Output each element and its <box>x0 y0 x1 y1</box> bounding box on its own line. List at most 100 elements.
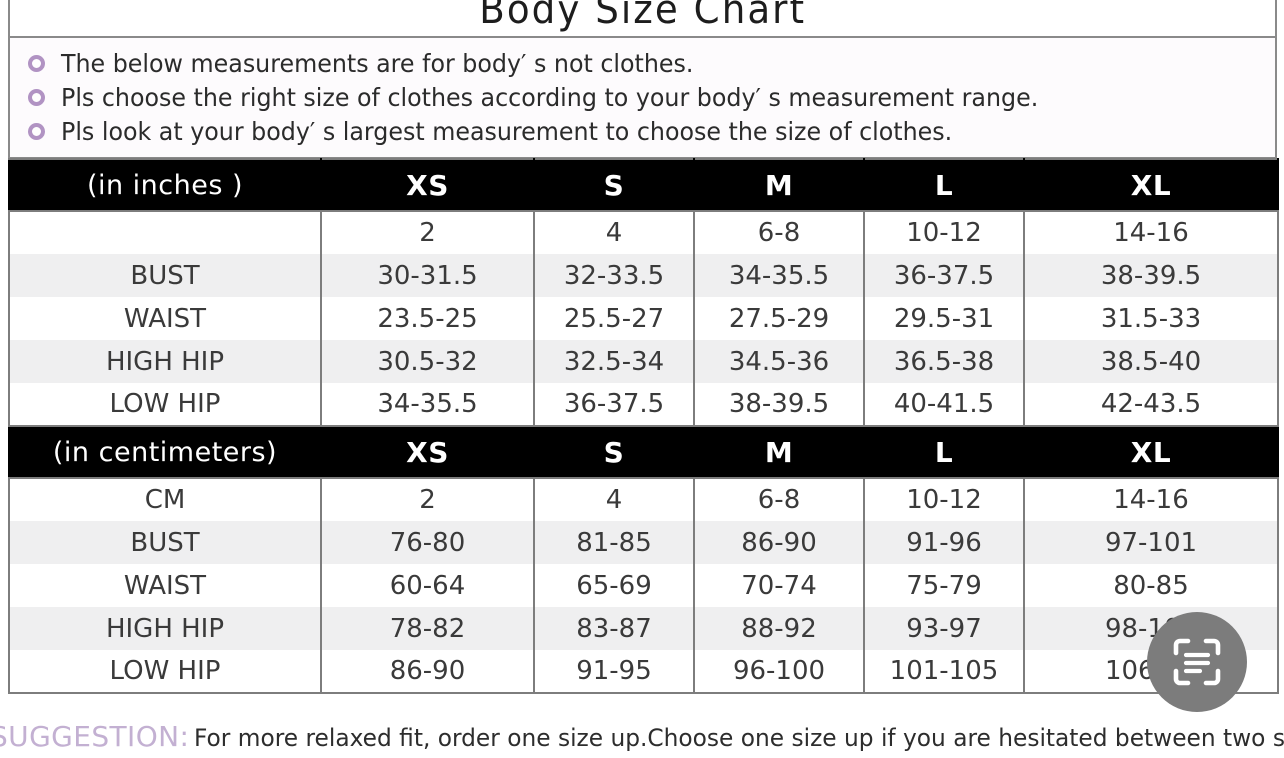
row-label <box>8 211 322 254</box>
column-header-m: M <box>693 158 865 212</box>
cell: 81-85 <box>533 521 695 564</box>
cell: 91-95 <box>533 650 695 694</box>
column-header-xl: XL <box>1023 158 1279 212</box>
cell: 75-79 <box>863 564 1025 607</box>
circle-bullet-icon <box>28 88 45 106</box>
cell: 38-39.5 <box>693 383 865 426</box>
cell: 88-92 <box>693 607 865 650</box>
cell: 34.5-36 <box>693 340 865 383</box>
circle-bullet-icon <box>28 122 45 140</box>
cell: 93-97 <box>863 607 1025 650</box>
cell: 86-90 <box>693 521 865 564</box>
column-header-l: L <box>863 425 1025 479</box>
table-row: HIGH HIP 78-82 83-87 88-92 93-97 98-102 <box>8 607 1279 650</box>
row-label: BUST <box>8 254 322 297</box>
cell: 42-43.5 <box>1023 383 1279 426</box>
cell: 34-35.5 <box>693 254 865 297</box>
cell: 31.5-33 <box>1023 297 1279 340</box>
cell: 2 <box>320 211 535 254</box>
cell: 36.5-38 <box>863 340 1025 383</box>
cell: 38.5-40 <box>1023 340 1279 383</box>
row-label: WAIST <box>8 297 322 340</box>
column-header-s: S <box>533 158 695 212</box>
suggestion-text: For more relaxed fit, order one size up.… <box>193 724 1284 752</box>
column-header-xs: XS <box>320 425 535 479</box>
note-text: The below measurements are for body′ s n… <box>61 48 694 78</box>
table-row: LOW HIP 86-90 91-95 96-100 101-105 106-1… <box>8 650 1279 694</box>
cell: 83-87 <box>533 607 695 650</box>
column-header-m: M <box>693 425 865 479</box>
cell: 10-12 <box>863 478 1025 521</box>
note-item: Pls choose the right size of clothes acc… <box>28 80 1275 114</box>
cell: 25.5-27 <box>533 297 695 340</box>
cell: 32-33.5 <box>533 254 695 297</box>
row-label: LOW HIP <box>8 383 322 426</box>
cell: 65-69 <box>533 564 695 607</box>
cell: 78-82 <box>320 607 535 650</box>
column-header-xs: XS <box>320 158 535 212</box>
cell: 97-101 <box>1023 521 1279 564</box>
cell: 14-16 <box>1023 478 1279 521</box>
scan-text-button[interactable] <box>1147 612 1247 712</box>
cell: 34-35.5 <box>320 383 535 426</box>
column-header-l: L <box>863 158 1025 212</box>
cell: 4 <box>533 211 695 254</box>
table-row: CM 2 4 6-8 10-12 14-16 <box>8 478 1279 521</box>
note-text: Pls look at your body′ s largest measure… <box>61 116 953 146</box>
table-row: HIGH HIP 30.5-32 32.5-34 34.5-36 36.5-38… <box>8 340 1279 383</box>
cell: 4 <box>533 478 695 521</box>
cell: 30.5-32 <box>320 340 535 383</box>
cell: 91-96 <box>863 521 1025 564</box>
row-label: LOW HIP <box>8 650 322 694</box>
unit-header-inches: (in inches ) <box>8 158 322 212</box>
table-row: 2 4 6-8 10-12 14-16 <box>8 211 1279 254</box>
cell: 70-74 <box>693 564 865 607</box>
cell: 6-8 <box>693 211 865 254</box>
table-row: WAIST 60-64 65-69 70-74 75-79 80-85 <box>8 564 1279 607</box>
note-item: The below measurements are for body′ s n… <box>28 46 1275 80</box>
note-item: Pls look at your body′ s largest measure… <box>28 114 1275 148</box>
circle-bullet-icon <box>28 54 45 72</box>
cell: 80-85 <box>1023 564 1279 607</box>
row-label: HIGH HIP <box>8 607 322 650</box>
cell: 36-37.5 <box>533 383 695 426</box>
row-label: BUST <box>8 521 322 564</box>
cell: 30-31.5 <box>320 254 535 297</box>
cell: 23.5-25 <box>320 297 535 340</box>
notes-panel: The below measurements are for body′ s n… <box>8 36 1277 158</box>
table-row: BUST 30-31.5 32-33.5 34-35.5 36-37.5 38-… <box>8 254 1279 297</box>
cell: 101-105 <box>863 650 1025 694</box>
cell: 60-64 <box>320 564 535 607</box>
cell: 40-41.5 <box>863 383 1025 426</box>
row-label: HIGH HIP <box>8 340 322 383</box>
cell: 76-80 <box>320 521 535 564</box>
cell: 86-90 <box>320 650 535 694</box>
column-header-s: S <box>533 425 695 479</box>
scan-text-icon <box>1170 635 1224 689</box>
cell: 29.5-31 <box>863 297 1025 340</box>
table-row: BUST 76-80 81-85 86-90 91-96 97-101 <box>8 521 1279 564</box>
table-header-row-centimeters: (in centimeters) XS S M L XL <box>8 425 1279 479</box>
note-text: Pls choose the right size of clothes acc… <box>61 82 1039 112</box>
cell: 36-37.5 <box>863 254 1025 297</box>
row-label: CM <box>8 478 322 521</box>
cell: 32.5-34 <box>533 340 695 383</box>
cell: 14-16 <box>1023 211 1279 254</box>
suggestion-footer: SUGGESTION: For more relaxed fit, order … <box>0 722 1284 758</box>
table-row: WAIST 23.5-25 25.5-27 27.5-29 29.5-31 31… <box>8 297 1279 340</box>
cell: 96-100 <box>693 650 865 694</box>
cell: 6-8 <box>693 478 865 521</box>
suggestion-label: SUGGESTION: <box>0 722 190 753</box>
size-chart-table: (in inches ) XS S M L XL 2 4 6-8 10-12 1… <box>8 158 1279 694</box>
column-header-xl: XL <box>1023 425 1279 479</box>
table-row: LOW HIP 34-35.5 36-37.5 38-39.5 40-41.5 … <box>8 383 1279 426</box>
page-title: Body Size Chart <box>479 0 806 33</box>
unit-header-centimeters: (in centimeters) <box>8 425 322 479</box>
table-header-row-inches: (in inches ) XS S M L XL <box>8 158 1279 212</box>
chart-title-band: Body Size Chart <box>8 0 1277 36</box>
cell: 27.5-29 <box>693 297 865 340</box>
cell: 2 <box>320 478 535 521</box>
row-label: WAIST <box>8 564 322 607</box>
cell: 38-39.5 <box>1023 254 1279 297</box>
